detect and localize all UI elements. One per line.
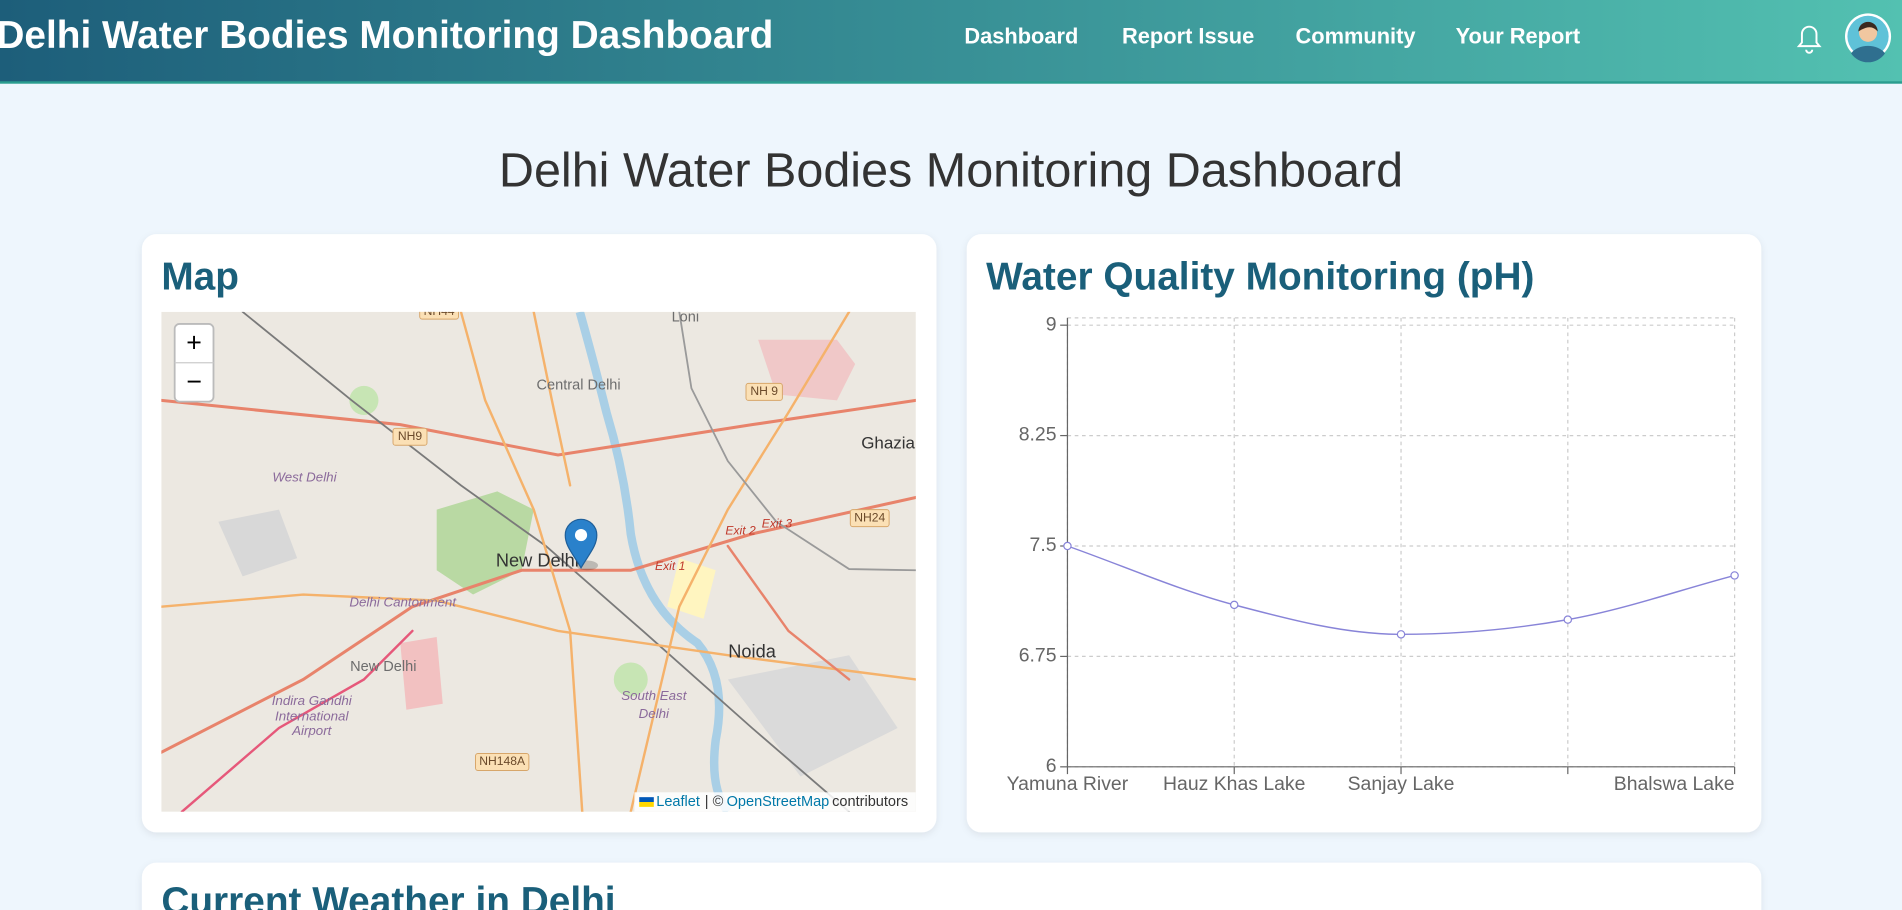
map-label: Noida (728, 642, 776, 662)
attribution-text: contributors (832, 794, 908, 810)
map-label: New Delhi (350, 659, 416, 675)
map-label: Delhi Cantonment (349, 595, 457, 610)
y-tick-label: 6.75 (1019, 645, 1057, 667)
point (1063, 541, 1072, 551)
attribution-link[interactable]: Leaflet (656, 794, 700, 810)
map-label: Delhi (639, 706, 670, 721)
map-label: NH148A (479, 754, 526, 768)
header: Delhi Water Bodies Monitoring Dashboard … (0, 0, 1902, 84)
weather-card (141, 862, 1762, 910)
map-label: NH9 (398, 429, 423, 443)
avatar[interactable] (1844, 13, 1892, 63)
map-marker[interactable] (564, 518, 599, 571)
map-label: Ghazia (861, 434, 915, 453)
attribution: Leaflet | © OpenStreetMap contributors (634, 792, 916, 812)
map-label: Exit 1 (655, 559, 685, 573)
chart-card (966, 234, 1762, 833)
map-label: NH44 (424, 304, 455, 318)
map-label: International (275, 709, 349, 724)
x-tick-label: Sanjay Lake (1348, 773, 1455, 795)
map-label: Exit 2 (725, 524, 756, 538)
map-areas (161, 311, 916, 812)
map-label: NH 9 (750, 384, 778, 398)
nav-link[interactable]: Dashboard (964, 23, 1078, 48)
nav-link[interactable]: Community (1295, 23, 1416, 48)
point (1229, 600, 1239, 610)
card-heading: Current Weather in Delhi (161, 880, 615, 910)
line-chart: 6 6.75 7.5 8.25 9 Yamuna River Hauz Khas Lake S… (1007, 313, 1739, 795)
brand: Delhi Water Bodies Monitoring Dashboard (0, 14, 773, 57)
attribution-text: | © (705, 794, 724, 810)
y-tick-label: 9 (1046, 313, 1057, 335)
map-label: Indira Gandhi (272, 693, 353, 708)
zoom-in[interactable]: + (186, 328, 202, 358)
map-label: Exit 3 (762, 516, 793, 530)
zoom-out[interactable]: − (186, 366, 202, 396)
map-label: Loni (672, 310, 700, 326)
header-border (0, 81, 1902, 84)
page-title: Delhi Water Bodies Monitoring Dashboard (499, 143, 1403, 197)
attribution-link[interactable]: OpenStreetMap (727, 794, 830, 810)
point (1396, 630, 1406, 639)
y-tick-label: 6 (1046, 755, 1057, 777)
map-label: Central Delhi (537, 378, 621, 394)
map-label: New Delhi (496, 551, 579, 571)
map-label: NH24 (854, 510, 885, 524)
map-river (575, 311, 732, 812)
map[interactable]: Loni Central Delhi NH 9 NH9 West Delhi G… (161, 304, 916, 812)
map-label: Airport (291, 723, 333, 738)
chart-title: Water Quality Monitoring (pH) (986, 255, 1534, 298)
nav-link[interactable]: Your Report (1456, 23, 1580, 48)
map-labels: Loni Central Delhi NH 9 NH9 West Delhi G… (272, 304, 916, 771)
header-bar (0, 0, 1902, 83)
map-label: West Delhi (272, 470, 337, 485)
card-heading: Map (161, 255, 239, 298)
y-tick-label: 7.5 (1030, 534, 1057, 556)
x-tick-label: Bhalswa Lake (1614, 773, 1735, 795)
x-tick-label: Hauz Khas Lake (1163, 773, 1305, 795)
point (1563, 615, 1573, 624)
point (1730, 571, 1739, 580)
map-label: South East (621, 688, 687, 703)
y-tick-label: 8.25 (1019, 424, 1057, 446)
x-tick-label: Yamuna River (1007, 773, 1129, 795)
zoom-control: + − (173, 323, 215, 403)
notification-bell[interactable] (1796, 25, 1822, 54)
nav-link[interactable]: Report Issue (1122, 23, 1254, 48)
map-roads (161, 311, 916, 812)
